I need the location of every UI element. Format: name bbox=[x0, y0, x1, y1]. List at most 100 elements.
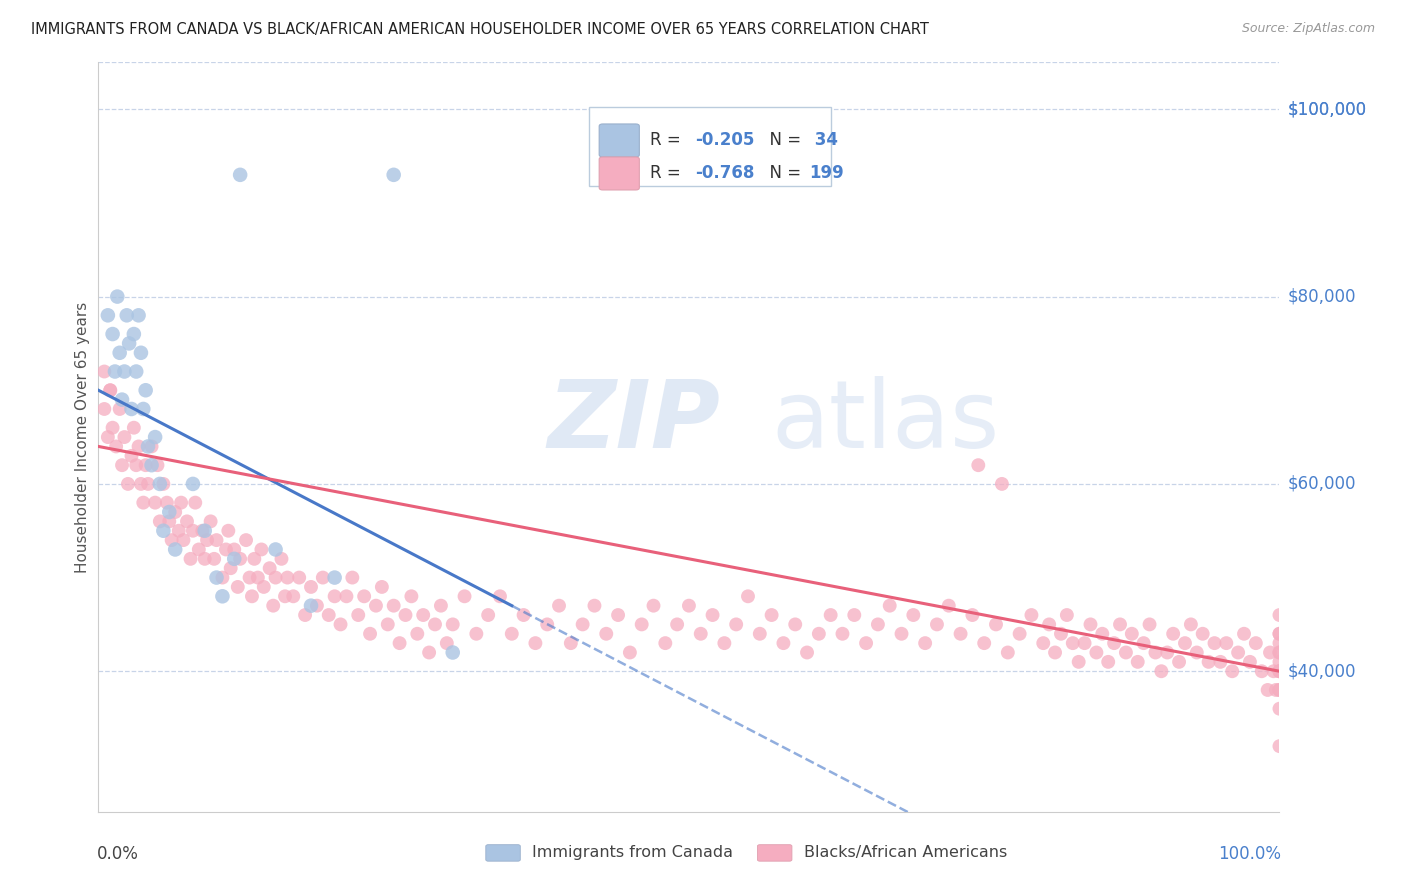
FancyBboxPatch shape bbox=[486, 845, 520, 861]
Point bbox=[1268, 739, 1291, 753]
Point bbox=[1191, 626, 1213, 640]
Point bbox=[219, 561, 242, 575]
Point bbox=[312, 571, 335, 585]
Point bbox=[1257, 683, 1279, 698]
Point bbox=[1268, 664, 1291, 679]
Point bbox=[666, 617, 689, 632]
Point bbox=[1220, 664, 1243, 679]
Point bbox=[962, 608, 984, 623]
Point bbox=[264, 571, 287, 585]
Point bbox=[1144, 646, 1167, 660]
Point bbox=[772, 636, 794, 650]
Point bbox=[607, 608, 630, 623]
Point bbox=[195, 533, 218, 547]
Point bbox=[1268, 646, 1291, 660]
Point bbox=[949, 626, 972, 640]
Point bbox=[903, 608, 925, 623]
Point bbox=[1168, 655, 1191, 669]
Point bbox=[98, 384, 121, 398]
Point bbox=[1126, 655, 1149, 669]
Point bbox=[329, 617, 352, 632]
Point bbox=[181, 476, 204, 491]
Point bbox=[299, 599, 322, 613]
FancyBboxPatch shape bbox=[758, 845, 792, 861]
Point bbox=[1056, 608, 1078, 623]
Point bbox=[512, 608, 534, 623]
Text: $100,000: $100,000 bbox=[1288, 100, 1367, 119]
Text: 199: 199 bbox=[810, 164, 844, 183]
Point bbox=[229, 551, 252, 566]
Point bbox=[984, 617, 1007, 632]
Text: atlas: atlas bbox=[772, 376, 1000, 468]
Point bbox=[1233, 626, 1256, 640]
Point bbox=[1062, 636, 1084, 650]
Point bbox=[418, 646, 440, 660]
Point bbox=[844, 608, 866, 623]
Text: $100,000: $100,000 bbox=[1288, 100, 1367, 119]
Point bbox=[235, 533, 257, 547]
Point bbox=[250, 542, 273, 557]
Point bbox=[689, 626, 711, 640]
Point bbox=[294, 608, 316, 623]
Point bbox=[224, 542, 246, 557]
Point bbox=[323, 571, 346, 585]
Point bbox=[914, 636, 936, 650]
Point bbox=[967, 458, 990, 473]
Point bbox=[122, 421, 145, 435]
FancyBboxPatch shape bbox=[599, 157, 640, 190]
Point bbox=[1258, 646, 1281, 660]
Point bbox=[571, 617, 593, 632]
Point bbox=[1091, 626, 1114, 640]
Point bbox=[172, 533, 194, 547]
Point bbox=[135, 458, 157, 473]
Point bbox=[191, 524, 214, 538]
Point bbox=[1080, 617, 1102, 632]
Point bbox=[132, 401, 155, 416]
Point bbox=[1268, 636, 1291, 650]
Point bbox=[112, 365, 135, 379]
Point bbox=[143, 430, 166, 444]
Point bbox=[761, 608, 783, 623]
Point bbox=[143, 496, 166, 510]
Point bbox=[274, 590, 297, 604]
Point bbox=[1198, 655, 1220, 669]
Point bbox=[973, 636, 995, 650]
Point bbox=[997, 646, 1019, 660]
Point bbox=[112, 430, 135, 444]
Point bbox=[101, 421, 124, 435]
Point bbox=[412, 608, 434, 623]
Point bbox=[630, 617, 652, 632]
Point bbox=[335, 590, 357, 604]
Point bbox=[364, 599, 387, 613]
Point bbox=[353, 590, 375, 604]
Point bbox=[305, 599, 328, 613]
Text: Source: ZipAtlas.com: Source: ZipAtlas.com bbox=[1241, 22, 1375, 36]
Point bbox=[152, 476, 174, 491]
Point bbox=[436, 636, 458, 650]
Point bbox=[299, 580, 322, 594]
Point bbox=[1268, 646, 1291, 660]
Point bbox=[595, 626, 617, 640]
Point bbox=[136, 440, 159, 453]
Point bbox=[97, 308, 120, 322]
Point bbox=[654, 636, 676, 650]
Point bbox=[105, 440, 128, 453]
Text: -0.205: -0.205 bbox=[695, 131, 754, 150]
Point bbox=[406, 626, 429, 640]
Point bbox=[215, 542, 238, 557]
Point bbox=[125, 458, 148, 473]
Point bbox=[170, 496, 193, 510]
Point bbox=[118, 336, 141, 351]
Point bbox=[1268, 608, 1291, 623]
Point bbox=[246, 571, 269, 585]
Point bbox=[441, 646, 464, 660]
Point bbox=[240, 590, 263, 604]
Point bbox=[430, 599, 453, 613]
Point bbox=[165, 542, 187, 557]
Point bbox=[477, 608, 499, 623]
Point bbox=[129, 476, 152, 491]
Point bbox=[149, 514, 172, 528]
Point bbox=[187, 542, 209, 557]
Point bbox=[276, 571, 298, 585]
Point bbox=[441, 617, 464, 632]
